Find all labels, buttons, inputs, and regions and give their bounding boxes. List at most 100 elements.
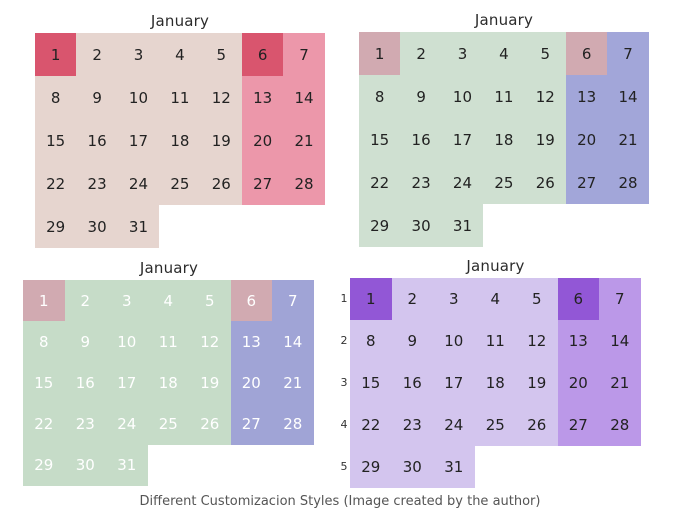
calendar-grid: 1 2 3 4 5 6 7 8 9 10 11 12 13 14 15 16 17 18 19 20 21 22 23 24 2…	[35, 33, 325, 248]
day-cell: 21	[607, 118, 649, 161]
day-cell: 27	[565, 161, 608, 204]
calendar-grid: 1 2 3 4 5 6 7 8 9 10 11 12 13 14 15 16 17 18 19 20 21 22 23 24 2…	[359, 32, 649, 247]
day-cell: 22	[350, 404, 392, 446]
day-cell: 12	[189, 321, 231, 363]
day-cell: 27	[230, 403, 272, 445]
calendar-3: January 1 2 3 4 5 6 7 8 9 10 11 12 13 14 15 16 17 18 19 20 2…	[23, 258, 315, 486]
day-cell: 2	[391, 278, 433, 320]
day-cell: 24	[441, 161, 484, 204]
day-cell: 1	[23, 280, 65, 322]
day-cell: 28	[607, 161, 649, 204]
day-cell: 7	[272, 280, 314, 322]
day-cell: 16	[64, 362, 106, 404]
calendar-title: January	[139, 259, 199, 277]
day-cell: 29	[23, 444, 65, 486]
day-cell: 11	[483, 75, 525, 118]
day-cell: 3	[117, 33, 160, 76]
day-cell: 12	[516, 320, 558, 362]
day-cell: 31	[106, 444, 148, 486]
day-cell: 31	[433, 446, 475, 488]
day-cell: 25	[474, 404, 516, 446]
day-cell: 7	[283, 33, 325, 76]
calendar-title: January	[150, 12, 210, 30]
day-cell: 29	[35, 205, 77, 248]
day-cell: 25	[147, 403, 189, 445]
day-cell: 17	[106, 362, 148, 404]
day-cell: 2	[76, 33, 118, 76]
day-cell: 5	[524, 32, 566, 75]
day-cell: 23	[400, 161, 442, 204]
day-cell: 13	[557, 320, 599, 362]
day-cell: 4	[483, 32, 525, 75]
day-cell: 21	[599, 362, 641, 404]
calendar-title: January	[466, 257, 525, 275]
day-cell: 25	[483, 161, 525, 204]
day-cell: 14	[283, 76, 325, 119]
day-cell: 17	[441, 118, 484, 161]
day-cell: 18	[147, 362, 189, 404]
day-cell: 10	[433, 320, 475, 362]
day-cell: 4	[147, 280, 189, 322]
figure-caption: Different Customizacion Styles (Image cr…	[139, 494, 541, 509]
day-cell: 21	[272, 362, 314, 404]
day-cell: 22	[35, 162, 77, 205]
day-cell: 30	[391, 446, 433, 488]
day-cell: 17	[433, 362, 475, 404]
day-cell: 19	[200, 119, 242, 162]
day-cell: 10	[441, 75, 484, 118]
day-cell: 13	[565, 75, 608, 118]
day-cell: 5	[189, 280, 231, 322]
day-cell: 31	[441, 204, 484, 247]
week-number: 1	[340, 292, 348, 305]
day-cell: 19	[524, 118, 566, 161]
day-cell: 17	[117, 119, 160, 162]
day-cell: 6	[241, 33, 284, 76]
day-cell: 16	[400, 118, 442, 161]
day-cell: 11	[474, 320, 516, 362]
day-cell: 6	[230, 280, 272, 322]
day-cell: 9	[400, 75, 442, 118]
day-cell: 2	[400, 32, 442, 75]
calendar-grid: 1 2 3 4 5 6 7 8 9 10 11 12 13 14 15 16 17 18 19 20 21 22 23 24 2…	[350, 278, 641, 488]
day-cell: 28	[599, 404, 641, 446]
day-cell: 22	[359, 161, 401, 204]
day-cell: 20	[241, 119, 284, 162]
day-cell: 20	[565, 118, 608, 161]
calendar-4: January 1 2 3 4 5 6 7 8 9 10 11 12 13 14 15 16 17 18 19 20 2…	[341, 256, 641, 488]
day-cell: 15	[350, 362, 392, 404]
day-cell: 26	[516, 404, 558, 446]
day-cell: 8	[23, 321, 65, 363]
day-cell: 9	[64, 321, 106, 363]
day-cell: 3	[441, 32, 484, 75]
day-cell: 15	[359, 118, 401, 161]
day-cell: 30	[76, 205, 118, 248]
day-cell: 18	[159, 119, 201, 162]
day-cell: 29	[350, 446, 392, 488]
day-cell: 3	[433, 278, 475, 320]
day-cell: 5	[200, 33, 242, 76]
day-cell: 23	[391, 404, 433, 446]
day-cell: 8	[359, 75, 401, 118]
calendar-title: January	[474, 11, 534, 29]
week-number: 5	[340, 460, 348, 473]
day-cell: 7	[607, 32, 649, 75]
day-cell: 21	[283, 119, 325, 162]
day-cell: 9	[76, 76, 118, 119]
day-cell: 23	[76, 162, 118, 205]
day-cell: 16	[391, 362, 433, 404]
day-cell: 15	[35, 119, 77, 162]
day-cell: 24	[106, 403, 148, 445]
day-cell: 31	[117, 205, 160, 248]
day-cell: 18	[483, 118, 525, 161]
day-cell: 25	[159, 162, 201, 205]
day-cell: 24	[117, 162, 160, 205]
day-cell: 16	[76, 119, 118, 162]
day-cell: 1	[35, 33, 77, 76]
day-cell: 11	[159, 76, 201, 119]
calendar-2: January 1 2 3 4 5 6 7 8 9 10 11 12 13 14 15 16 17 18 19 20 2…	[359, 10, 649, 247]
day-cell: 13	[230, 321, 272, 363]
day-cell: 4	[474, 278, 516, 320]
day-cell: 18	[474, 362, 516, 404]
day-cell: 8	[35, 76, 77, 119]
day-cell: 9	[391, 320, 433, 362]
